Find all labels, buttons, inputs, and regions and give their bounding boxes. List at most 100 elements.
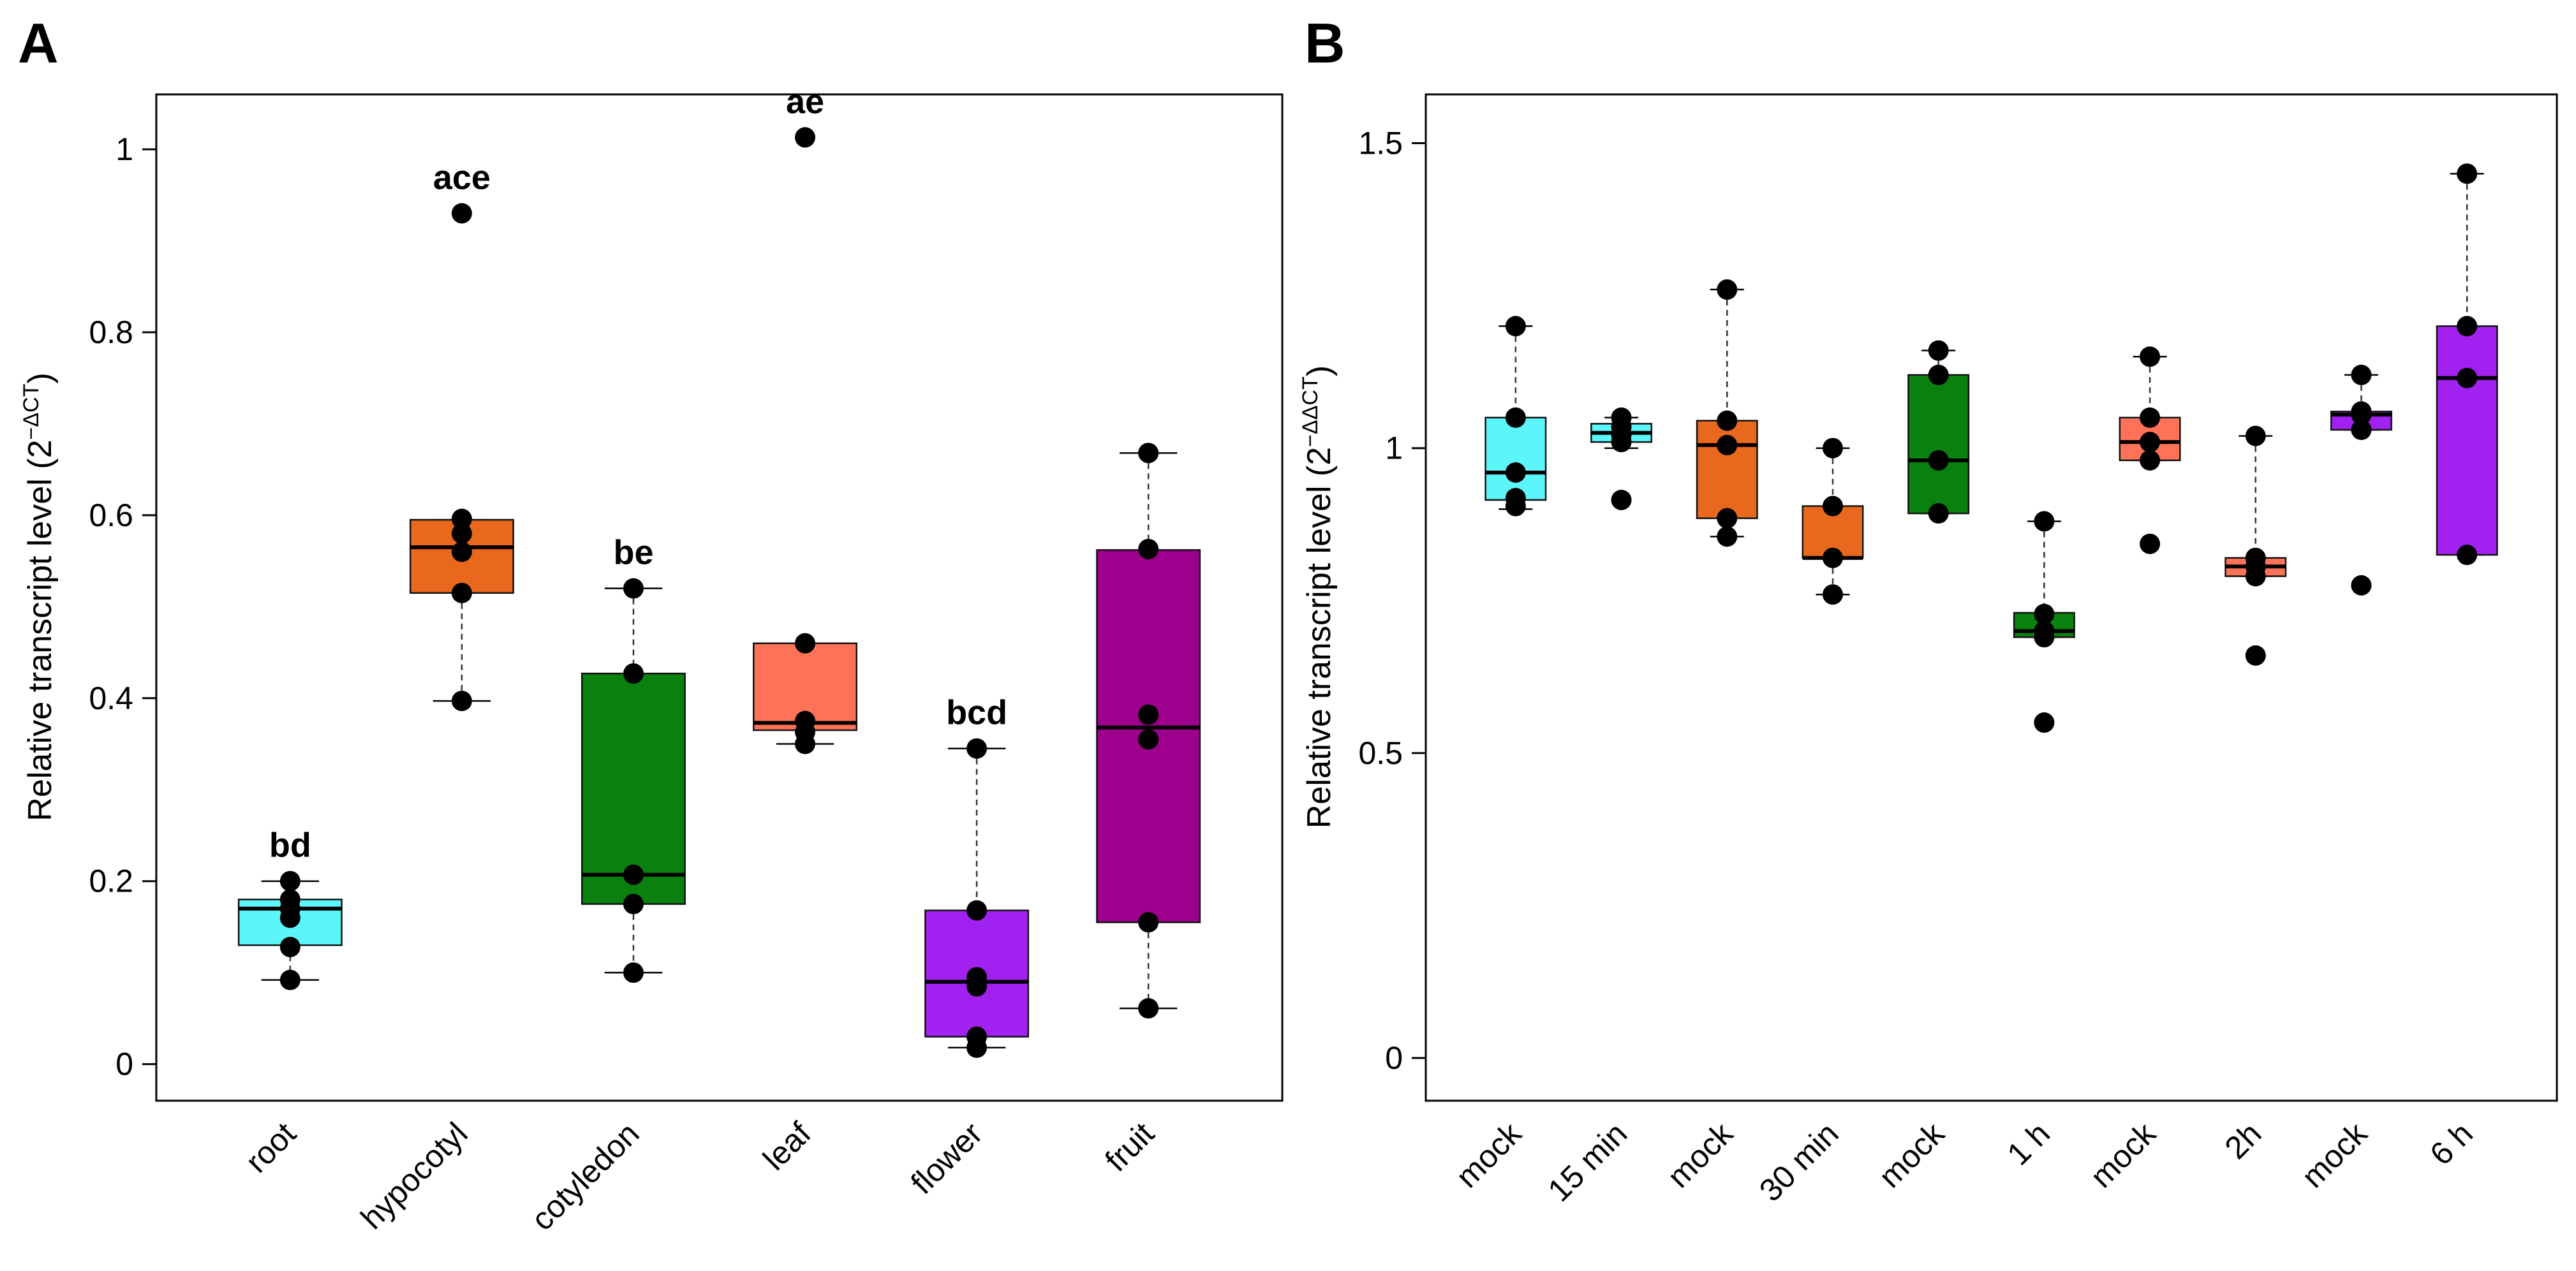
data-point — [795, 633, 816, 654]
data-point — [1928, 450, 1949, 471]
panel-b-y-ticks: 0 0.5 1 1.5 — [1358, 126, 1426, 1076]
data-point — [2034, 603, 2055, 624]
data-point — [623, 663, 644, 684]
data-point — [1505, 407, 1526, 428]
data-point — [1822, 547, 1843, 568]
box-10 — [2436, 163, 2498, 566]
data-point — [2351, 364, 2372, 385]
data-point — [2245, 547, 2266, 568]
box-8 — [2224, 425, 2287, 666]
data-point — [623, 864, 644, 885]
x-tick-label: cotyledon — [524, 1115, 646, 1237]
x-tick-label: hypocotyl — [354, 1115, 475, 1236]
panel-a-x-tick-labels: root hypocotyl cotyledon leaf flower fruit — [239, 1115, 1161, 1237]
data-point — [279, 871, 300, 892]
data-point — [2140, 533, 2161, 554]
panel-b-boxes — [1484, 163, 2498, 733]
x-tick-label: 2h — [2218, 1115, 2269, 1166]
data-point — [795, 127, 816, 148]
data-point — [1822, 437, 1843, 459]
panel-b-x-tick-labels: mock 15 min mock 30 min mock 1 h mock 2h mock 6 h — [1449, 1115, 2480, 1208]
box-5: bcd — [924, 694, 1030, 1058]
box-4: ae — [753, 82, 857, 754]
box-9 — [2330, 364, 2392, 596]
data-point — [966, 967, 988, 988]
data-point — [1138, 704, 1159, 725]
data-point — [451, 508, 472, 529]
data-point — [2140, 450, 2161, 471]
data-point — [2351, 420, 2372, 440]
data-point — [1928, 364, 1949, 385]
x-tick-label: 15 min — [1541, 1115, 1634, 1209]
data-point — [1717, 279, 1738, 300]
data-point — [1928, 340, 1949, 361]
data-point — [2457, 545, 2478, 566]
data-point — [2457, 316, 2478, 337]
box-1 — [1484, 316, 1547, 517]
box-3: be — [581, 534, 686, 983]
x-tick-label: fruit — [1098, 1115, 1161, 1179]
data-point — [451, 541, 472, 562]
box-1: bd — [237, 827, 343, 990]
y-tick-label: 1.5 — [1358, 126, 1403, 161]
y-tick-label: 0.6 — [89, 497, 133, 533]
data-point — [2245, 425, 2266, 446]
box-5 — [1907, 340, 1970, 524]
data-point — [1822, 496, 1843, 517]
x-tick-label: mock — [1872, 1115, 1951, 1194]
data-point — [966, 1026, 988, 1047]
box-iqr — [1484, 416, 1547, 501]
box-iqr — [2436, 325, 2498, 556]
panel-a-label: A — [18, 11, 59, 75]
data-point — [2457, 163, 2478, 184]
data-point — [2034, 712, 2055, 733]
data-point — [623, 893, 644, 915]
y-tick-label: 1 — [115, 131, 133, 167]
data-point — [966, 738, 988, 759]
box-4 — [1802, 437, 1864, 605]
data-point — [623, 962, 644, 983]
box-iqr — [1907, 374, 1970, 515]
x-tick-label: 6 h — [2423, 1115, 2480, 1172]
panel-a-y-axis-title: Relative transcript level (2−ΔCT) — [19, 372, 59, 821]
box-2: ace — [409, 158, 514, 712]
y-tick-label: 0 — [115, 1047, 133, 1082]
panel-a-y-ticks: 0 0.2 0.4 0.6 0.8 1 — [89, 131, 156, 1082]
data-point — [623, 578, 644, 599]
data-point — [1505, 316, 1526, 337]
data-point — [451, 691, 472, 712]
x-tick-label: leaf — [756, 1115, 818, 1177]
data-point — [1505, 488, 1526, 509]
x-tick-label: 1 h — [2000, 1115, 2057, 1172]
data-point — [1717, 526, 1738, 547]
box-7 — [2119, 346, 2181, 554]
data-point — [2140, 346, 2161, 367]
data-point — [451, 582, 472, 603]
y-tick-label: 0.8 — [89, 314, 133, 350]
data-point — [1611, 489, 1632, 510]
data-point — [966, 900, 988, 921]
significance-label: bcd — [946, 694, 1007, 732]
box-6 — [2013, 511, 2075, 733]
significance-label: ae — [786, 82, 824, 121]
data-point — [1138, 443, 1159, 464]
x-tick-label: flower — [904, 1115, 989, 1201]
box-2 — [1590, 407, 1653, 510]
x-tick-label: mock — [1449, 1115, 1529, 1194]
data-point — [795, 710, 816, 731]
box-3 — [1696, 279, 1758, 547]
data-point — [279, 936, 300, 957]
significance-label: be — [613, 534, 653, 572]
data-point — [1717, 434, 1738, 455]
data-point — [451, 203, 472, 224]
panel-b-y-axis-title: Relative transcript level (2−ΔΔCT) — [1298, 365, 1338, 828]
data-point — [1138, 538, 1159, 559]
data-point — [1717, 410, 1738, 431]
panel-b: B 00.511.5 mock 15 min mock 30 min mock 1 h mo… — [1298, 11, 2558, 1209]
y-tick-label: 0 — [1385, 1040, 1403, 1076]
panel-b-plot-frame — [1425, 93, 2558, 1102]
data-point — [451, 523, 472, 544]
box-6 — [1096, 443, 1201, 1019]
data-point — [2034, 511, 2055, 532]
